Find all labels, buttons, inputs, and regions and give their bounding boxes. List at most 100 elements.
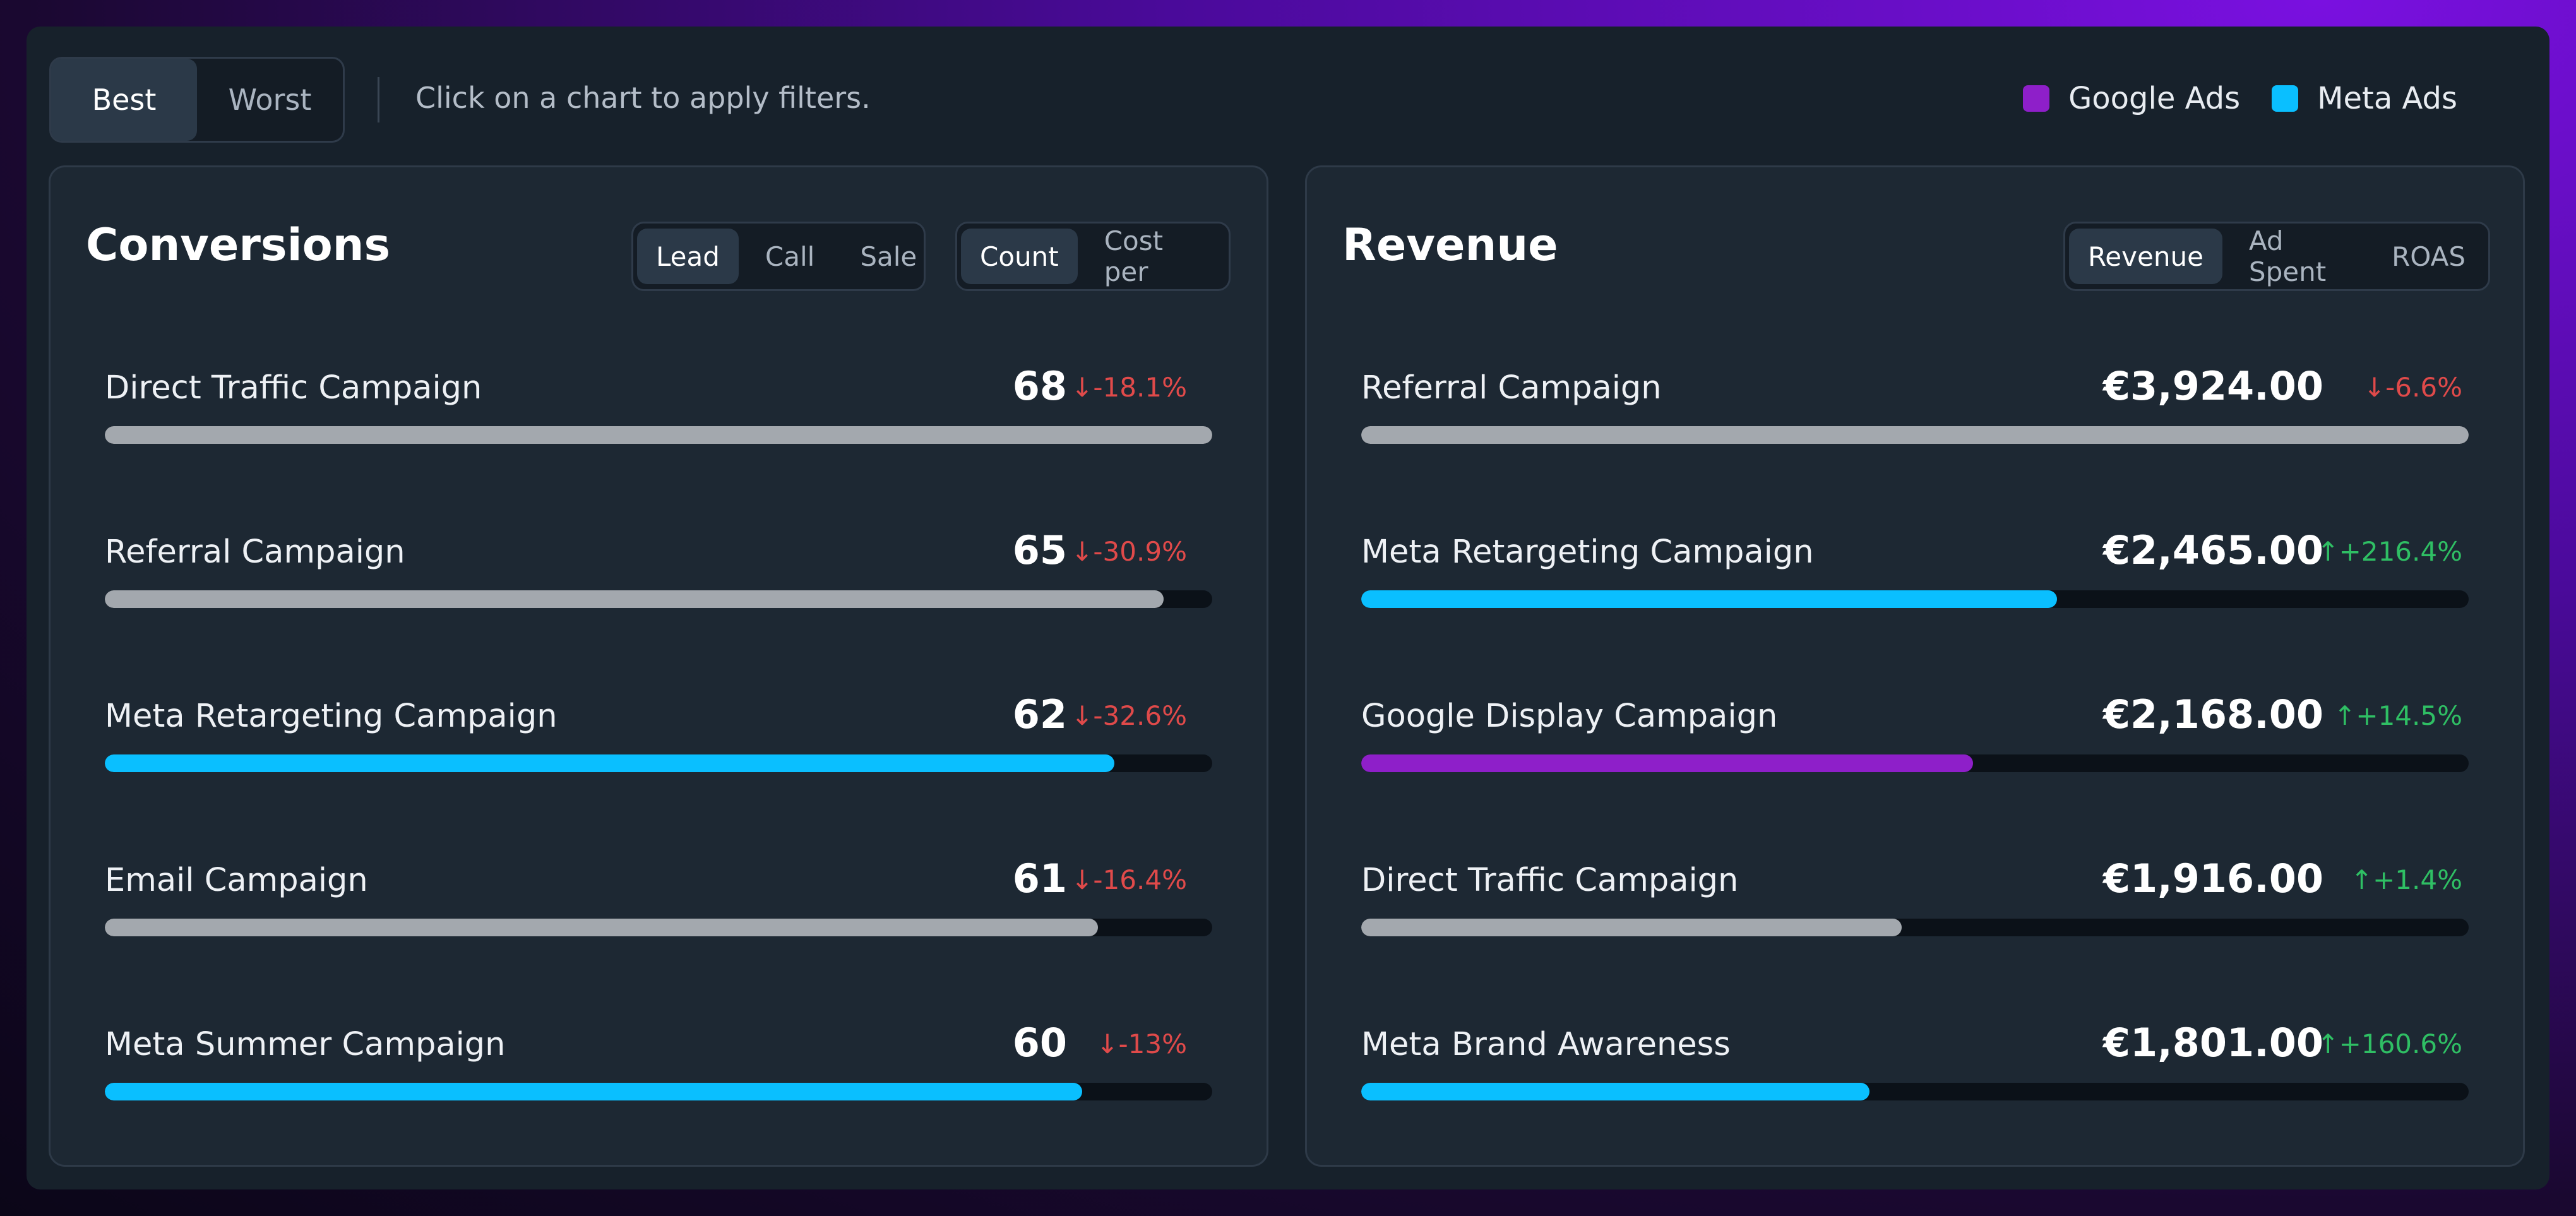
tab-ad-spent[interactable]: Ad Spent	[2248, 225, 2327, 287]
campaign-row[interactable]: Referral Campaign €3,924.00 ↓-6.6%	[1361, 363, 2469, 470]
change-badge: ↑+14.5%	[2334, 700, 2462, 731]
progress-track	[105, 426, 1212, 444]
campaign-value: 61	[1012, 855, 1067, 902]
conversion-metric-tabs: Count Cost per	[955, 222, 1231, 291]
tab-roas[interactable]: ROAS	[2392, 241, 2466, 272]
campaign-value: €1,916.00	[2102, 855, 2323, 902]
tab-lead[interactable]: Lead	[637, 229, 739, 284]
divider	[378, 77, 379, 122]
best-button[interactable]: Best	[51, 59, 197, 141]
card-title: Revenue	[1342, 219, 1558, 271]
progress-fill	[105, 590, 1164, 608]
progress-track	[1361, 426, 2469, 444]
conversion-type-tabs: Lead Call Sale	[631, 222, 926, 291]
progress-fill	[1361, 1083, 1870, 1100]
top-bar: Best Worst Click on a chart to apply fil…	[49, 44, 2527, 143]
arrow-down-icon: ↓	[1071, 536, 1094, 567]
tab-cost-per[interactable]: Cost per	[1104, 225, 1164, 287]
campaign-row[interactable]: Meta Summer Campaign 60 ↓-13%	[105, 1020, 1212, 1127]
tab-count[interactable]: Count	[961, 229, 1078, 284]
arrow-down-icon: ↓	[1071, 372, 1094, 403]
progress-track	[105, 754, 1212, 772]
conversions-card[interactable]: Conversions Lead Call Sale Count Cost pe…	[49, 165, 1268, 1167]
google-ads-swatch	[2023, 85, 2050, 112]
progress-fill	[1361, 754, 1974, 772]
campaign-name: Meta Brand Awareness	[1361, 1026, 1731, 1063]
tab-call[interactable]: Call	[765, 241, 815, 272]
change-value: -13%	[1118, 1028, 1187, 1059]
progress-track	[105, 590, 1212, 608]
change-badge: ↓-18.1%	[1071, 372, 1187, 403]
change-value: +1.4%	[2373, 864, 2462, 895]
campaign-name: Meta Retargeting Campaign	[105, 698, 558, 735]
progress-fill	[1361, 590, 2057, 608]
progress-fill	[1361, 426, 2469, 444]
campaign-name: Google Display Campaign	[1361, 698, 1778, 735]
progress-track	[105, 1083, 1212, 1100]
legend-label: Meta Ads	[2317, 81, 2457, 116]
change-value: +160.6%	[2339, 1028, 2462, 1059]
campaign-row[interactable]: Meta Brand Awareness €1,801.00 ↑+160.6%	[1361, 1020, 2469, 1127]
change-value: -18.1%	[1093, 372, 1187, 403]
legend-item-google: Google Ads	[2023, 81, 2240, 116]
progress-fill	[105, 754, 1115, 772]
campaign-value: 68	[1012, 363, 1067, 409]
filter-hint: Click on a chart to apply filters.	[415, 81, 871, 115]
revenue-card[interactable]: Revenue Revenue Ad Spent ROAS Referral C…	[1305, 165, 2525, 1167]
progress-fill	[105, 919, 1099, 936]
campaign-name: Referral Campaign	[1361, 369, 1662, 407]
card-title: Conversions	[86, 219, 391, 271]
change-badge: ↑+216.4%	[2317, 536, 2462, 567]
progress-fill	[105, 426, 1212, 444]
progress-fill	[1361, 919, 1902, 936]
arrow-down-icon: ↓	[2363, 372, 2386, 403]
legend: Google Ads Meta Ads	[1991, 81, 2457, 116]
campaign-row[interactable]: Meta Retargeting Campaign 62 ↓-32.6%	[105, 691, 1212, 799]
tab-revenue[interactable]: Revenue	[2069, 229, 2222, 284]
change-badge: ↑+160.6%	[2317, 1028, 2462, 1059]
campaign-name: Meta Retargeting Campaign	[1361, 533, 1814, 571]
change-value: +14.5%	[2356, 700, 2462, 731]
progress-fill	[105, 1083, 1082, 1100]
legend-label: Google Ads	[2068, 81, 2241, 116]
campaign-value: €3,924.00	[2102, 363, 2323, 409]
progress-track	[1361, 919, 2469, 936]
change-badge: ↓-13%	[1096, 1028, 1187, 1059]
campaign-value: €1,801.00	[2102, 1020, 2323, 1066]
progress-track	[1361, 590, 2469, 608]
arrow-down-icon: ↓	[1096, 1028, 1119, 1059]
arrow-up-icon: ↑	[2317, 1028, 2339, 1059]
revenue-metric-tabs: Revenue Ad Spent ROAS	[2063, 222, 2490, 291]
campaign-name: Direct Traffic Campaign	[1361, 862, 1739, 899]
campaign-name: Meta Summer Campaign	[105, 1026, 506, 1063]
legend-item-meta: Meta Ads	[2272, 81, 2457, 116]
worst-button[interactable]: Worst	[228, 83, 312, 117]
dashboard-frame: Best Worst Click on a chart to apply fil…	[27, 27, 2549, 1189]
campaign-row[interactable]: Referral Campaign 65 ↓-30.9%	[105, 527, 1212, 635]
change-badge: ↓-30.9%	[1071, 536, 1187, 567]
meta-ads-swatch	[2272, 85, 2299, 112]
campaign-row[interactable]: Google Display Campaign €2,168.00 ↑+14.5%	[1361, 691, 2469, 799]
campaign-value: 62	[1012, 691, 1067, 737]
campaign-name: Referral Campaign	[105, 533, 405, 571]
campaign-value: €2,465.00	[2102, 527, 2323, 573]
arrow-up-icon: ↑	[2334, 700, 2356, 731]
progress-track	[1361, 1083, 2469, 1100]
change-value: -6.6%	[2385, 372, 2462, 403]
campaign-row[interactable]: Meta Retargeting Campaign €2,465.00 ↑+216.…	[1361, 527, 2469, 635]
tab-sale[interactable]: Sale	[860, 241, 917, 272]
arrow-up-icon: ↑	[2317, 536, 2339, 567]
change-badge: ↑+1.4%	[2351, 864, 2462, 895]
change-badge: ↓-16.4%	[1071, 864, 1187, 895]
campaign-value: 65	[1012, 527, 1067, 573]
arrow-down-icon: ↓	[1071, 700, 1094, 731]
campaign-value: €2,168.00	[2102, 691, 2323, 737]
campaign-row[interactable]: Direct Traffic Campaign 68 ↓-18.1%	[105, 363, 1212, 470]
campaign-row[interactable]: Direct Traffic Campaign €1,916.00 ↑+1.4%	[1361, 855, 2469, 963]
campaign-name: Email Campaign	[105, 862, 368, 899]
progress-track	[1361, 754, 2469, 772]
change-value: -32.6%	[1093, 700, 1187, 731]
campaign-value: 60	[1012, 1020, 1067, 1066]
progress-track	[105, 919, 1212, 936]
campaign-row[interactable]: Email Campaign 61 ↓-16.4%	[105, 855, 1212, 963]
